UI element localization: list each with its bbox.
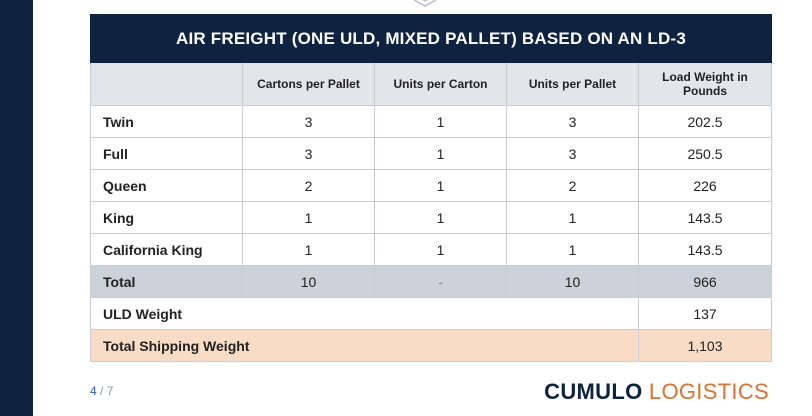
total-row: Total 10 - 10 966 — [90, 265, 772, 298]
table-cell: 250.5 — [638, 137, 772, 170]
table-cell: 2 — [506, 169, 639, 202]
brand-name-secondary: LOGISTICS — [642, 379, 769, 404]
shipping-weight-value: 1,103 — [638, 329, 772, 362]
shipping-weight-row: Total Shipping Weight 1,103 — [90, 329, 772, 362]
table-cell: 10 — [506, 265, 639, 298]
table-cell: 966 — [638, 265, 772, 298]
total-label: Total — [90, 265, 243, 298]
column-header: Cartons per Pallet — [242, 62, 375, 106]
freight-table: AIR FREIGHT (ONE ULD, MIXED PALLET) BASE… — [90, 14, 772, 362]
column-header: Units per Pallet — [506, 62, 639, 106]
uld-weight-value: 137 — [638, 297, 772, 330]
table-cell: 1 — [242, 233, 375, 266]
table-cell: 1 — [506, 233, 639, 266]
uld-weight-row: ULD Weight 137 — [90, 297, 772, 330]
table-cell: 1 — [242, 201, 375, 234]
table-cell: 143.5 — [638, 201, 772, 234]
table-cell: 10 — [242, 265, 375, 298]
column-header: Load Weight in Pounds — [638, 62, 772, 106]
row-label: Full — [90, 137, 243, 170]
row-label: Twin — [90, 105, 243, 138]
table-cell: - — [374, 265, 507, 298]
column-header: Units per Carton — [374, 62, 507, 106]
table-cell: 3 — [506, 137, 639, 170]
table-cell: 1 — [374, 105, 507, 138]
table-cell: 1 — [506, 201, 639, 234]
brand-name-primary: CUMULO — [544, 379, 643, 404]
table-cell: 2 — [242, 169, 375, 202]
row-label: King — [90, 201, 243, 234]
page-current: 4 — [90, 384, 97, 398]
page-separator: / — [96, 384, 107, 398]
row-label: California King — [90, 233, 243, 266]
brand-logo: CUMULO LOGISTICS — [544, 379, 769, 405]
table-cell: 3 — [242, 137, 375, 170]
table-row: Twin 3 1 3 202.5 — [90, 105, 772, 138]
table-cell: 1 — [374, 233, 507, 266]
column-header — [90, 62, 243, 106]
shipping-weight-label: Total Shipping Weight — [90, 329, 639, 362]
uld-weight-label: ULD Weight — [90, 297, 639, 330]
table-row: California King 1 1 1 143.5 — [90, 233, 772, 266]
table-cell: 1 — [374, 137, 507, 170]
table-cell: 143.5 — [638, 233, 772, 266]
table-title: AIR FREIGHT (ONE ULD, MIXED PALLET) BASE… — [90, 14, 772, 63]
page-total: 7 — [106, 384, 114, 398]
page-indicator: 4 / 7 — [90, 384, 113, 398]
table-cell: 1 — [374, 169, 507, 202]
table-cell: 202.5 — [638, 105, 772, 138]
row-label: Queen — [90, 169, 243, 202]
table-row: Full 3 1 3 250.5 — [90, 137, 772, 170]
table-row: King 1 1 1 143.5 — [90, 201, 772, 234]
table-cell: 226 — [638, 169, 772, 202]
table-cell: 1 — [374, 201, 507, 234]
left-decor-band — [0, 0, 33, 416]
table-cell: 3 — [506, 105, 639, 138]
freight-table-container: AIR FREIGHT (ONE ULD, MIXED PALLET) BASE… — [90, 14, 772, 362]
chevron-down-icon — [413, 0, 437, 7]
table-cell: 3 — [242, 105, 375, 138]
table-row: Queen 2 1 2 226 — [90, 169, 772, 202]
